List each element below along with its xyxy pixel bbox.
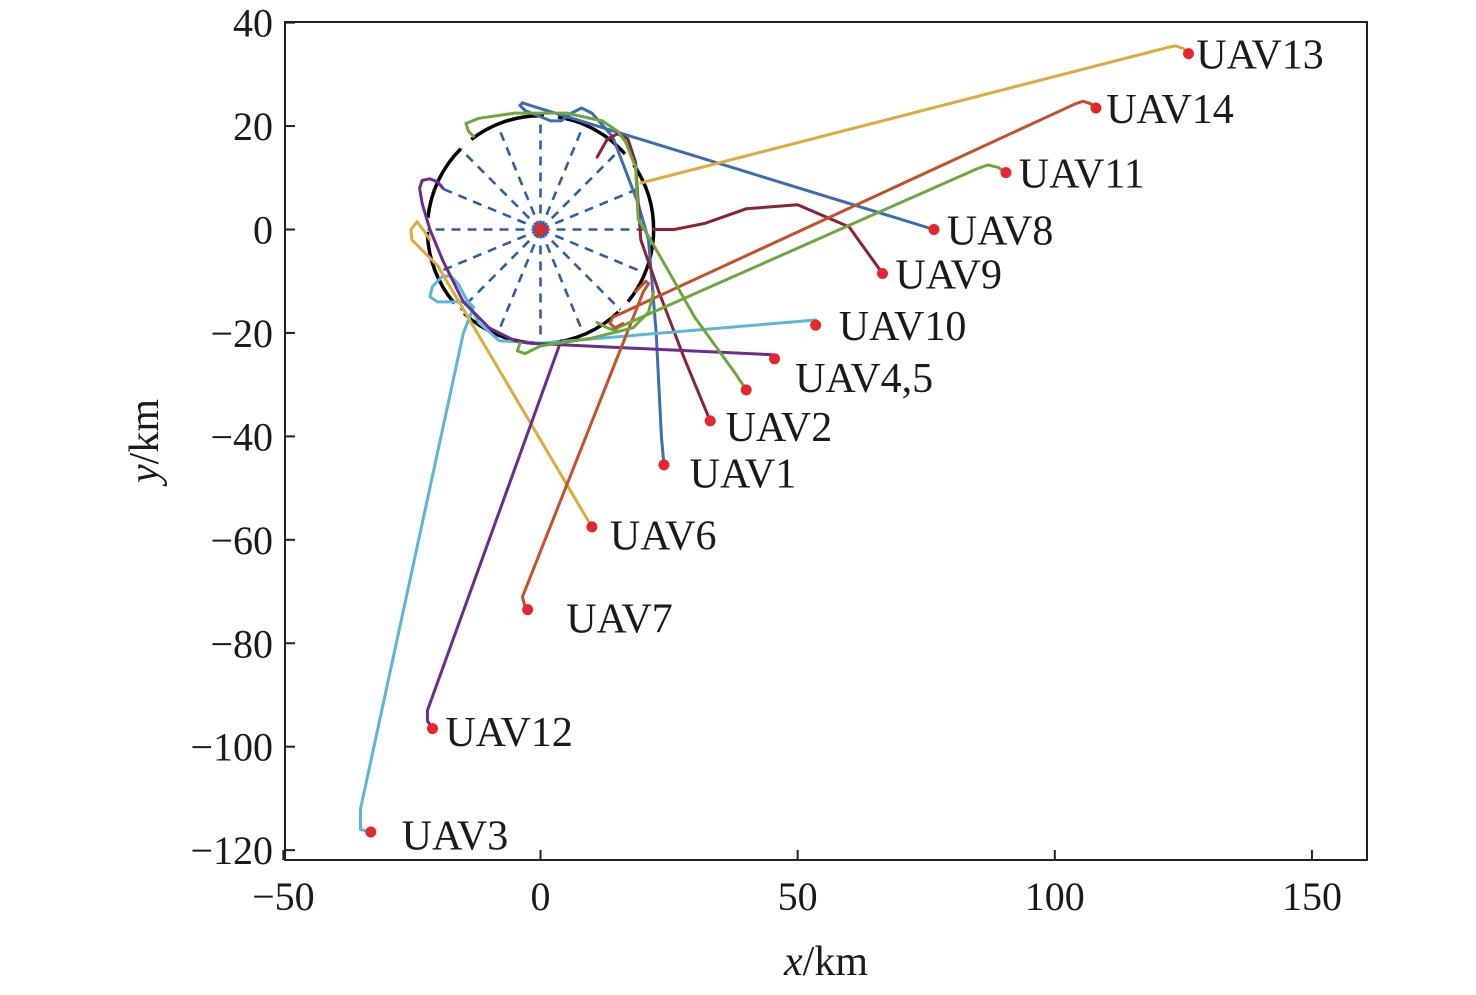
y-tick-label: −40 (210, 414, 273, 459)
circle-spoke (539, 123, 586, 230)
trajectory-segment (515, 290, 656, 356)
uav-start-points (365, 48, 1195, 838)
uav-label: UAV10 (839, 304, 967, 350)
start-point (426, 723, 438, 735)
y-tick-label: 20 (233, 104, 273, 149)
y-tick-label: −60 (210, 518, 273, 563)
circle-spoke (495, 123, 542, 230)
circle-spoke (539, 228, 622, 311)
trajectory-uav11 (595, 163, 1008, 332)
start-point (1090, 102, 1102, 114)
start-point (1000, 167, 1012, 179)
y-tick-label: 0 (253, 208, 273, 253)
start-point (1183, 48, 1195, 60)
y-axis-unit: /km (122, 399, 168, 465)
x-tick-label: 100 (1025, 874, 1085, 919)
uav-label: UAV12 (445, 710, 573, 756)
x-tick-label: 50 (778, 874, 818, 919)
start-point (658, 459, 670, 471)
uav-label: UAV6 (610, 514, 717, 560)
uav-label: UAV8 (947, 209, 1054, 255)
x-tick-label: 0 (531, 874, 551, 919)
start-point (522, 604, 534, 616)
trajectory-uav1 (518, 101, 936, 467)
circle-spoke (459, 148, 542, 231)
y-axis-var: y (122, 464, 168, 487)
circle-spoke (539, 229, 586, 336)
start-point (810, 319, 822, 331)
circle-spoke (459, 228, 542, 311)
uav-label: UAV7 (566, 596, 673, 642)
y-tick-label: −20 (210, 311, 273, 356)
y-tick-label: −100 (190, 725, 273, 770)
uav-label: UAV9 (895, 252, 1002, 298)
circle-spoke (540, 184, 646, 231)
uav-label: UAV2 (726, 405, 833, 451)
circle-spoke (495, 229, 542, 336)
start-point (769, 353, 781, 365)
trajectory-uav6 (409, 220, 594, 529)
trajectory-uav3 (359, 274, 818, 834)
uav-label: UAV1 (690, 452, 797, 498)
y-tick-label: −80 (210, 621, 273, 666)
uav-labels: UAV13UAV14UAV11UAV8UAV9UAV10UAV4,5UAV2UA… (402, 33, 1324, 860)
trajectory-uav14 (608, 99, 1098, 330)
search-circle (425, 113, 656, 346)
trajectory-uav2 (595, 132, 712, 423)
x-tick-label: −50 (252, 874, 315, 919)
x-axis-label: x/km (783, 939, 868, 985)
uav-label: UAV4,5 (795, 356, 933, 402)
uav-label: UAV3 (402, 814, 509, 860)
start-point (704, 415, 716, 427)
trajectory-segment (464, 111, 748, 392)
y-tick-label: 40 (233, 1, 273, 46)
uav-label: UAV11 (1019, 152, 1145, 198)
uav-label: UAV13 (1196, 33, 1324, 79)
y-axis-label: y/km (122, 399, 168, 487)
trajectory-uav9 (652, 203, 884, 275)
x-axis-unit: /km (803, 939, 869, 985)
circle-spoke (435, 184, 541, 231)
start-point (740, 384, 752, 396)
x-axis-var: x (783, 939, 803, 985)
plot-area-frame (284, 21, 1368, 861)
target-marker (535, 221, 551, 238)
uav-label: UAV14 (1106, 87, 1234, 133)
circle-spoke (435, 228, 541, 275)
start-point (365, 826, 377, 838)
y-tick-label: −120 (190, 828, 273, 873)
x-tick-label: 150 (1282, 874, 1342, 919)
circle-spoke (539, 148, 622, 231)
trajectory-uav12 (425, 339, 563, 731)
axis-ticks: −50 0 50 100 150 40 20 0 −20 −40 −60 −80 −100 −120 (190, 1, 1342, 919)
start-point (877, 267, 889, 279)
circle-spoke (540, 228, 646, 275)
start-point (586, 521, 598, 533)
start-point (928, 224, 940, 235)
